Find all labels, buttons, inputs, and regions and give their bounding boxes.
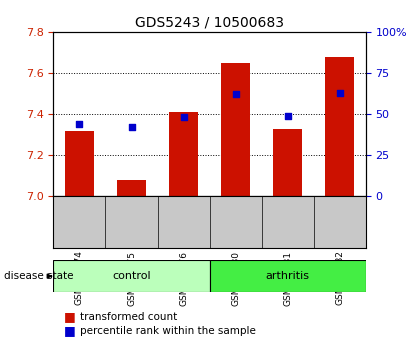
Bar [65,131,94,196]
Bar [326,57,354,196]
Text: disease state: disease state [4,271,74,281]
Bar [117,180,146,196]
Text: ■: ■ [64,325,76,337]
Point [128,125,135,130]
Text: control: control [112,271,151,281]
Bar [53,260,210,292]
Point [180,115,187,120]
FancyArrowPatch shape [47,274,52,278]
Title: GDS5243 / 10500683: GDS5243 / 10500683 [135,15,284,29]
Text: percentile rank within the sample: percentile rank within the sample [80,326,256,336]
Text: transformed count: transformed count [80,312,178,322]
Point [232,92,239,97]
Bar [273,129,302,196]
Bar [210,260,366,292]
Text: ■: ■ [64,310,76,323]
Bar [221,63,250,196]
Text: arthritis: arthritis [266,271,310,281]
Point [337,90,343,96]
Point [76,121,83,127]
Point [284,113,291,119]
Bar [169,112,198,196]
